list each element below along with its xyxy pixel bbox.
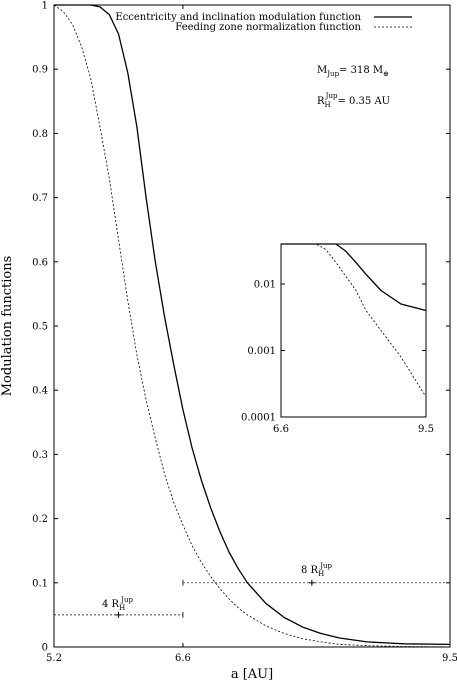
inset-feeding-zone-line	[281, 243, 427, 398]
y-tick-label: 0.6	[32, 257, 48, 268]
y-tick-label: 0.2	[32, 514, 48, 525]
legend-label-solid: Eccentricity and inclination modulation …	[115, 12, 361, 23]
x-tick-label: 9.5	[442, 653, 457, 664]
y-tick-label: 0.9	[32, 65, 48, 76]
y-tick-label: 1	[42, 1, 48, 12]
y-tick-label: 0.5	[32, 322, 48, 333]
inset-y-tick-label: 0.0001	[241, 413, 276, 424]
inset-x-tick-label: 6.6	[273, 424, 289, 435]
x-tick-label: 5.2	[46, 653, 62, 664]
hill-8-label: 8 RHJup	[301, 562, 333, 578]
legend: Eccentricity and inclination modulation …	[115, 12, 412, 33]
y-tick-label: 0	[42, 643, 48, 654]
inset-frame	[280, 243, 427, 418]
x-tick-label: 6.6	[175, 653, 191, 664]
y-axis: 0 0.1 0.2 0.3 0.4 0.5 0.6 0.7 0.8 0.9 1	[32, 1, 450, 654]
legend-label-dashed: Feeding zone normalization function	[175, 22, 361, 33]
series-eccentricity-line	[54, 4, 451, 646]
y-axis-label: Modulation functions	[0, 256, 15, 397]
x-axis: 5.2 6.6 9.5	[46, 5, 457, 664]
inset-series	[281, 243, 427, 398]
y-tick-label: 0.8	[32, 129, 48, 140]
inset-y-tick-label: 0.01	[254, 280, 276, 291]
series-feeding-zone-line	[53, 4, 451, 648]
inset-x-tick-label: 9.5	[418, 424, 434, 435]
hill-radius-annotation: RHJup= 0.35 AU	[317, 92, 390, 109]
inset-y-tick-label: 0.001	[247, 346, 276, 357]
y-tick-label: 0.3	[32, 450, 48, 461]
hill-4-label: 4 RHJup	[102, 596, 134, 612]
y-tick-label: 0.7	[32, 193, 48, 204]
x-axis-label: a [AU]	[231, 667, 273, 682]
jupiter-mass-annotation: MJup= 318 M⊕	[317, 65, 389, 78]
series-layer	[53, 4, 451, 648]
y-tick-label: 0.4	[32, 386, 48, 397]
hill-radius-markers	[53, 579, 451, 618]
y-tick-label: 0.1	[32, 578, 48, 589]
